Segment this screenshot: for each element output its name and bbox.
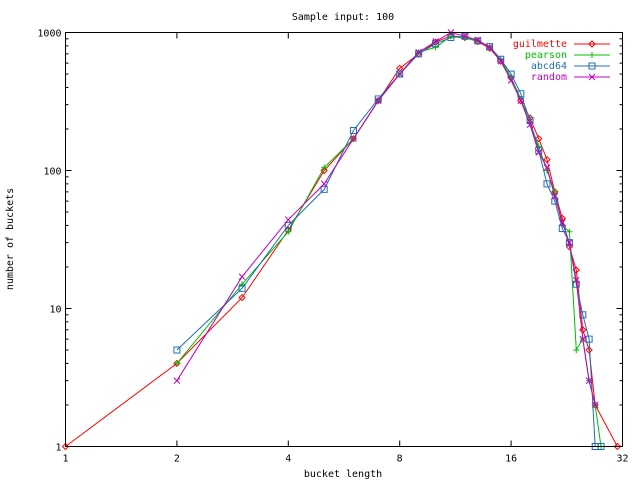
legend-marker-guilmette <box>588 40 596 48</box>
data-point <box>432 44 439 51</box>
data-point <box>573 347 580 354</box>
data-point <box>284 216 292 224</box>
data-point <box>173 360 180 367</box>
data-point <box>497 57 505 65</box>
data-point <box>474 36 482 44</box>
data-point <box>543 164 551 171</box>
data-point <box>585 346 593 354</box>
x-tick-label: 1 <box>62 454 68 465</box>
data-point <box>320 180 328 188</box>
data-point <box>486 43 494 51</box>
data-point <box>526 121 534 128</box>
data-point <box>415 48 422 56</box>
data-point <box>320 185 328 193</box>
x-tick-label: 8 <box>397 454 403 465</box>
series-line-pearson <box>176 35 602 447</box>
data-point <box>415 50 423 58</box>
data-point <box>61 442 70 451</box>
legend-marker-abcd64 <box>588 62 596 70</box>
series-group <box>61 29 622 451</box>
data-point <box>461 32 469 40</box>
data-point <box>507 77 515 84</box>
legend-marker-pearson <box>589 52 595 58</box>
legend-label-guilmette: guilmette <box>513 39 567 50</box>
data-point <box>350 135 357 143</box>
x-tick-label: 32 <box>616 454 628 465</box>
data-point <box>486 44 493 51</box>
data-point <box>432 38 439 45</box>
data-point <box>497 55 505 63</box>
data-point <box>566 239 573 247</box>
y-tick-label: 1000 <box>37 29 61 40</box>
data-point <box>517 97 525 105</box>
y-tick-label: 10 <box>49 305 61 316</box>
data-point <box>535 149 543 156</box>
data-point <box>239 281 246 288</box>
y-axis-label: number of buckets <box>5 188 16 290</box>
legend-marker-random <box>588 73 596 81</box>
series-line-abcd64 <box>176 35 601 447</box>
data-point <box>374 97 382 105</box>
data-point <box>572 276 580 284</box>
data-point <box>238 273 246 281</box>
data-point <box>558 219 566 226</box>
data-point <box>320 166 328 175</box>
data-point <box>173 346 181 354</box>
legend-label-random: random <box>531 72 567 83</box>
series-random <box>173 29 599 409</box>
series-guilmette <box>61 31 622 451</box>
data-point <box>238 284 246 292</box>
plot-frame <box>65 32 623 447</box>
data-point <box>238 293 246 302</box>
series-line-guilmette <box>65 35 618 447</box>
data-point <box>396 70 404 78</box>
data-point <box>447 33 455 41</box>
legend-label-abcd64: abcd64 <box>531 61 567 72</box>
data-point <box>565 239 573 247</box>
data-point <box>585 335 593 343</box>
data-point <box>535 134 543 143</box>
series-pearson <box>173 33 605 450</box>
data-point <box>173 377 181 385</box>
data-point <box>551 188 558 195</box>
chart-title: Sample input: 100 <box>292 12 394 23</box>
y-tick-label: 100 <box>43 167 61 178</box>
data-point <box>396 70 404 78</box>
data-point <box>566 228 573 235</box>
data-point <box>543 180 551 188</box>
data-point <box>284 221 292 229</box>
data-point <box>585 377 593 385</box>
data-point <box>497 57 505 65</box>
legend-label-pearson: pearson <box>525 50 567 61</box>
data-point <box>321 164 328 171</box>
series-line-random <box>176 31 596 406</box>
data-point <box>591 401 599 409</box>
data-point <box>474 37 482 45</box>
x-tick-label: 16 <box>505 454 517 465</box>
axis-ticks: 1 2 4 8 16 32 1 10 100 1000 <box>37 29 628 465</box>
data-point <box>543 155 551 164</box>
data-point <box>349 126 357 134</box>
data-point <box>579 326 587 334</box>
data-point <box>173 359 181 368</box>
x-tick-label: 4 <box>285 454 291 465</box>
data-point <box>374 95 382 103</box>
series-abcd64 <box>173 32 605 450</box>
data-point <box>551 192 559 200</box>
data-point <box>285 228 292 235</box>
data-point <box>579 335 587 343</box>
data-point <box>613 442 622 451</box>
data-point <box>461 32 469 40</box>
x-tick-label: 2 <box>174 454 180 465</box>
y-tick-label: 1 <box>55 443 61 454</box>
data-point <box>485 44 494 52</box>
x-axis-label: bucket length <box>304 469 382 480</box>
data-point <box>558 224 566 232</box>
